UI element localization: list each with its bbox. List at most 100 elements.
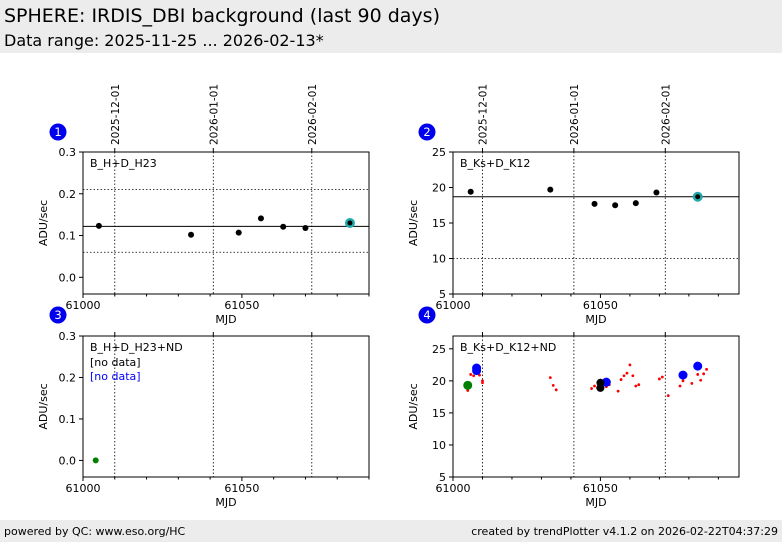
- panel-badge-number: 4: [423, 308, 430, 322]
- data-point: [472, 363, 482, 373]
- panel-badge: [418, 306, 436, 324]
- data-point: [92, 457, 99, 464]
- panel-badge-number: 3: [54, 308, 61, 322]
- footer-bar: powered by QC: www.eso.org/HC created by…: [0, 520, 782, 542]
- y-tick-label: 5: [439, 471, 446, 484]
- panel-badge-number: 2: [423, 125, 430, 139]
- y-tick-label: 5: [439, 288, 446, 301]
- data-point: [702, 372, 706, 376]
- y-axis-label: ADU/sec: [407, 383, 420, 429]
- data-point: [280, 223, 287, 230]
- x-axis-label: MJD: [585, 313, 606, 326]
- x-tick-label: 61000: [66, 482, 101, 495]
- data-point: [616, 389, 620, 393]
- plot-frame: [82, 151, 370, 295]
- data-point: [591, 200, 598, 207]
- data-point: [467, 188, 474, 195]
- date-tick-label: 2026-01-01: [208, 84, 220, 145]
- x-axis-label: MJD: [215, 313, 236, 326]
- panel-badge: [49, 306, 67, 324]
- data-point: [657, 377, 661, 381]
- date-tick-label: 2026-01-01: [569, 84, 581, 145]
- data-point: [634, 384, 638, 388]
- data-point: [463, 380, 473, 390]
- header-bar: SPHERE: IRDIS_DBI background (last 90 da…: [0, 0, 782, 53]
- data-point: [690, 382, 694, 385]
- panel-label: B_H+D_H23: [90, 157, 157, 170]
- data-point: [699, 378, 703, 382]
- no-data-label: [no data]: [90, 356, 141, 369]
- data-point: [596, 383, 605, 392]
- panel-badge: [418, 123, 436, 141]
- y-axis-label: ADU/sec: [37, 200, 50, 246]
- y-tick-label: 10: [432, 439, 446, 452]
- y-tick-label: 0.0: [59, 271, 77, 284]
- data-point: [95, 222, 102, 229]
- y-tick-label: 15: [432, 217, 446, 230]
- data-point: [590, 387, 593, 390]
- data-point: [678, 384, 682, 388]
- data-point: [188, 231, 195, 238]
- page-subtitle: Data range: 2025-11-25 ... 2026-02-13*: [4, 31, 324, 50]
- footer-credit: powered by QC: www.eso.org/HC: [4, 525, 186, 538]
- panel-3: 61000 61050 0.0 0.1 0.2 0.3 MJD ADU/sec B_H+D_H2…: [37, 306, 370, 509]
- data-point: [554, 388, 558, 392]
- data-point: [619, 378, 623, 381]
- y-tick-label: 0.2: [59, 371, 77, 384]
- data-point: [678, 370, 688, 380]
- plot-frame: [82, 335, 370, 478]
- y-tick-label: 0.3: [59, 146, 77, 159]
- x-tick-label: 61050: [224, 482, 259, 495]
- y-tick-label: 15: [432, 407, 446, 420]
- y-tick-label: 0.1: [59, 413, 77, 426]
- x-tick-label: 61050: [583, 299, 618, 312]
- data-point: [705, 367, 708, 371]
- y-tick-label: 0.2: [59, 188, 77, 201]
- date-tick-label: 2026-02-01: [307, 84, 319, 145]
- latest-point-core: [347, 220, 353, 226]
- data-point: [235, 229, 242, 236]
- data-point: [593, 384, 596, 388]
- data-point: [660, 375, 664, 379]
- y-tick-label: 20: [432, 182, 446, 195]
- y-tick-label: 0.1: [59, 230, 77, 243]
- x-tick-label: 61000: [66, 299, 101, 312]
- footer-created: created by trendPlotter v4.1.2 on 2026-0…: [471, 525, 778, 538]
- date-tick-label: 2025-12-01: [110, 84, 122, 145]
- data-point: [653, 189, 660, 196]
- data-point: [622, 374, 626, 378]
- y-tick-label: 25: [432, 343, 446, 356]
- data-point: [547, 186, 554, 193]
- page-title: SPHERE: IRDIS_DBI background (last 90 da…: [4, 5, 440, 27]
- data-point: [681, 379, 685, 383]
- data-point: [469, 373, 473, 376]
- y-axis-label: ADU/sec: [37, 383, 50, 429]
- x-axis-label: MJD: [585, 496, 606, 509]
- data-point: [551, 383, 555, 387]
- data-point: [632, 200, 639, 207]
- data-point: [625, 371, 629, 375]
- y-tick-label: 0.0: [59, 454, 77, 467]
- panel-1: 2025-12-01 2026-01-01 2026-02-01 61000 61050…: [37, 84, 370, 326]
- panel-label: B_Ks+D_K12: [460, 157, 530, 170]
- data-point: [612, 202, 619, 209]
- y-axis-label: ADU/sec: [407, 200, 420, 246]
- y-tick-label: 20: [432, 375, 446, 388]
- data-point: [481, 379, 484, 383]
- data-point: [628, 363, 632, 367]
- date-tick-label: 2026-02-01: [660, 84, 672, 145]
- x-tick-label: 61050: [583, 482, 618, 495]
- y-tick-label: 25: [432, 146, 446, 159]
- data-point: [472, 374, 476, 378]
- date-tick-label: 2025-12-01: [477, 84, 489, 145]
- data-point: [666, 394, 670, 398]
- plot-frame: [452, 335, 740, 478]
- panel-4: 61000 61050 5 10 15 20 25 MJD ADU/sec B_Ks+D_K12+…: [407, 306, 740, 509]
- data-point: [693, 361, 703, 371]
- data-point: [696, 373, 700, 376]
- data-point: [302, 225, 309, 232]
- data-point: [257, 215, 264, 222]
- data-point: [481, 381, 484, 385]
- x-axis-label: MJD: [215, 496, 236, 509]
- panel-badge: [49, 123, 67, 141]
